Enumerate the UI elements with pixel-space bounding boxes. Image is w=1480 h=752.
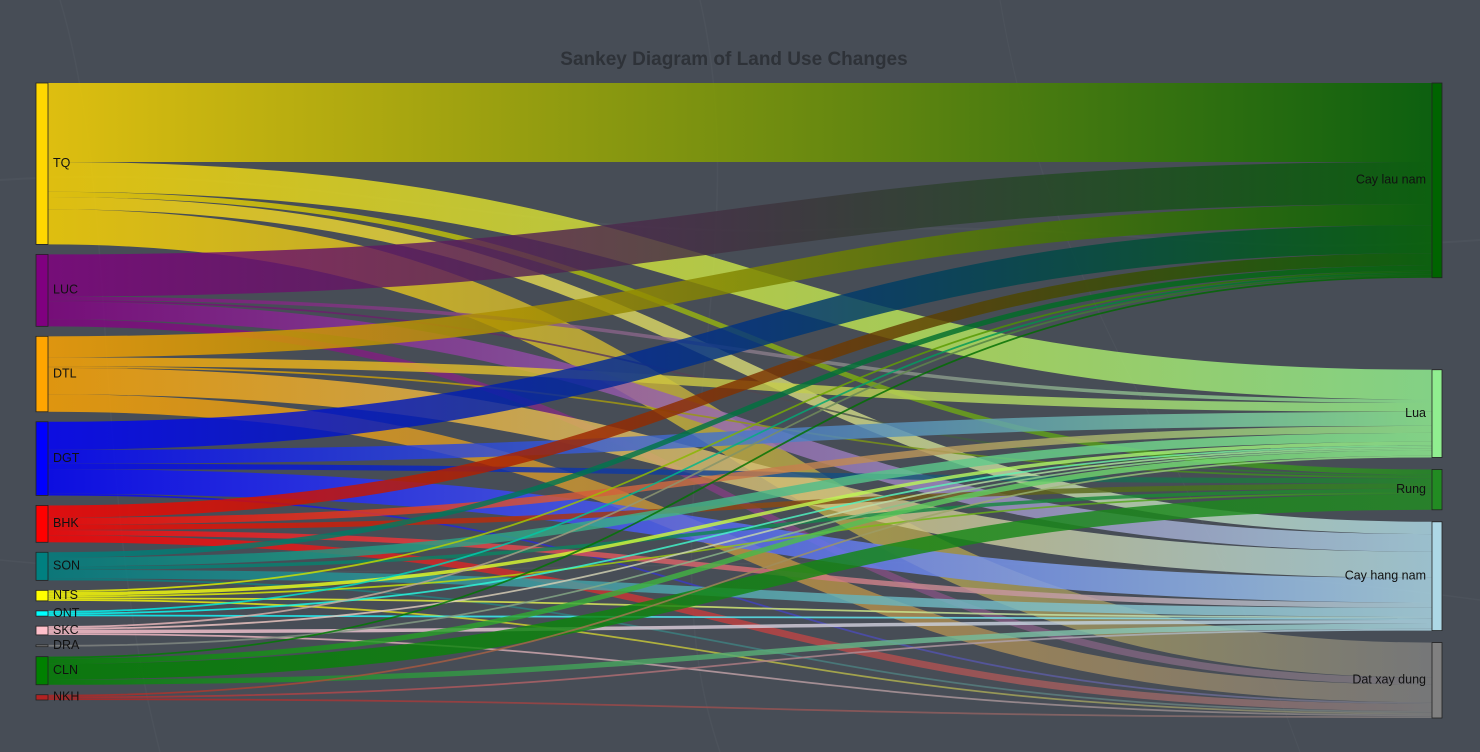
node-label-son: SON: [53, 559, 80, 573]
link-dgt-to-dat-xay-dung[interactable]: [47, 493, 1433, 704]
node-luc[interactable]: [35, 253, 49, 327]
link-nts-to-lua[interactable]: [47, 441, 1433, 596]
link-cln-to-cay-lau-nam[interactable]: [47, 275, 1433, 659]
node-label-lua: Lua: [1405, 406, 1426, 420]
node-dgt[interactable]: [35, 421, 49, 496]
node-dat-xay-dung[interactable]: [1431, 642, 1443, 719]
diagram-title: Sankey Diagram of Land Use Changes: [560, 49, 907, 70]
node-label-ont: ONT: [53, 606, 80, 620]
node-dtl[interactable]: [35, 335, 49, 413]
link-bhk-to-cay-lau-nam[interactable]: [47, 253, 1433, 518]
node-label-dgt: DGT: [53, 451, 80, 465]
link-nkh-to-cay-hang-nam[interactable]: [47, 628, 1433, 699]
link-bhk-to-rung[interactable]: [47, 483, 1433, 531]
link-nkh-to-dat-xay-dung[interactable]: [47, 698, 1433, 719]
node-cay-lau-nam[interactable]: [1431, 82, 1443, 279]
node-label-dtl: DTL: [53, 366, 77, 380]
link-luc-to-cay-lau-nam[interactable]: [47, 161, 1433, 297]
link-son-to-lua[interactable]: [47, 432, 1433, 567]
link-cln-to-lua[interactable]: [47, 450, 1433, 664]
node-cay-hang-nam[interactable]: [1431, 521, 1443, 631]
link-dtl-to-cay-lau-nam[interactable]: [47, 204, 1433, 358]
node-label-skc: SKC: [53, 623, 79, 637]
link-bhk-to-dat-xay-dung[interactable]: [47, 535, 1433, 711]
node-label-tq: TQ: [53, 156, 71, 170]
link-ont-to-cay-hang-nam[interactable]: [47, 614, 1433, 621]
node-nts[interactable]: [35, 589, 49, 602]
link-skc-to-dat-xay-dung[interactable]: [47, 633, 1433, 717]
link-son-to-dat-xay-dung[interactable]: [47, 578, 1433, 713]
link-nts-to-cay-hang-nam[interactable]: [47, 597, 1433, 619]
link-dgt-to-cay-lau-nam[interactable]: [47, 225, 1433, 450]
link-son-to-cay-lau-nam[interactable]: [47, 265, 1433, 558]
link-nts-to-dat-xay-dung[interactable]: [47, 599, 1433, 715]
node-dra[interactable]: [35, 644, 49, 648]
node-rung[interactable]: [1431, 469, 1443, 511]
node-tq[interactable]: [35, 82, 49, 245]
link-ont-to-lua[interactable]: [47, 445, 1433, 615]
node-label-nts: NTS: [53, 588, 78, 602]
node-son[interactable]: [35, 551, 49, 581]
node-label-dra: DRA: [53, 638, 80, 652]
node-label-nkh: NKH: [53, 690, 79, 704]
link-cln-to-rung[interactable]: [47, 494, 1433, 680]
link-cln-to-cay-hang-nam[interactable]: [47, 623, 1433, 685]
node-skc[interactable]: [35, 625, 49, 636]
link-nts-to-cay-lau-nam[interactable]: [47, 270, 1433, 593]
link-bhk-to-lua[interactable]: [47, 425, 1433, 525]
node-label-cay-lau-nam: Cay lau nam: [1356, 173, 1426, 187]
node-ont[interactable]: [35, 610, 49, 617]
node-label-luc: LUC: [53, 283, 78, 297]
link-dgt-to-lua[interactable]: [47, 411, 1433, 464]
node-label-bhk: BHK: [53, 516, 79, 530]
node-nkh[interactable]: [35, 694, 49, 701]
link-skc-to-cay-lau-nam[interactable]: [47, 274, 1433, 628]
node-lua[interactable]: [1431, 369, 1443, 458]
node-label-cay-hang-nam: Cay hang nam: [1345, 568, 1426, 582]
node-label-rung: Rung: [1396, 482, 1426, 496]
link-dgt-to-cay-hang-nam[interactable]: [47, 469, 1433, 603]
links: [47, 82, 1433, 719]
link-nkh-to-lua[interactable]: [47, 455, 1433, 697]
node-label-dat-xay-dung: Dat xay dung: [1352, 673, 1426, 687]
link-skc-to-cay-hang-nam[interactable]: [47, 620, 1433, 634]
link-skc-to-lua[interactable]: [47, 446, 1433, 630]
link-ont-to-cay-lau-nam[interactable]: [47, 272, 1433, 613]
link-luc-to-cay-hang-nam[interactable]: [47, 301, 1433, 552]
node-cln[interactable]: [35, 656, 49, 686]
node-bhk[interactable]: [35, 505, 49, 543]
node-label-cln: CLN: [53, 663, 78, 677]
